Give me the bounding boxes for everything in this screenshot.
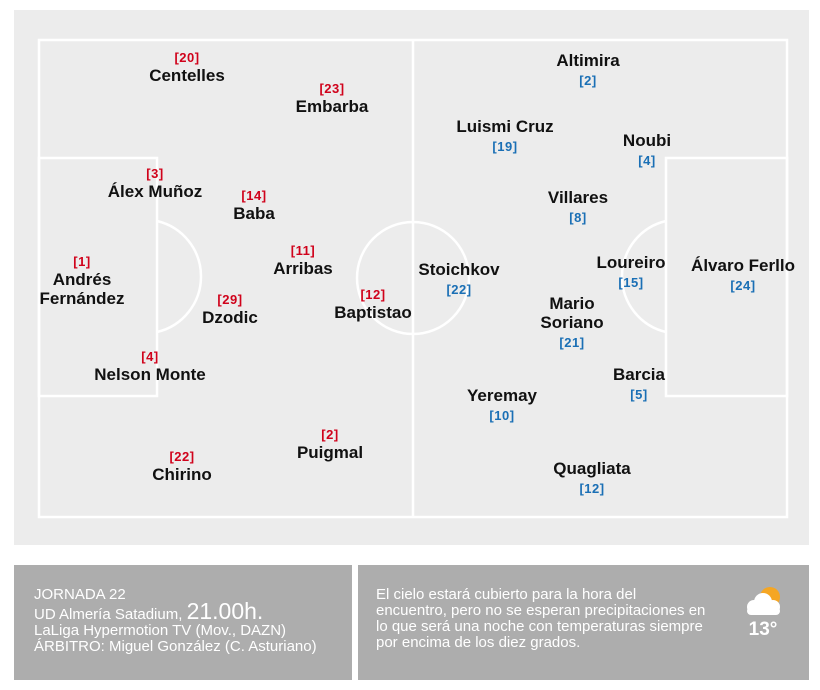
- home-player: [20] Centelles: [149, 50, 225, 85]
- referee-label: ÁRBITRO: Miguel González (C. Asturiano): [34, 638, 317, 655]
- away-player: Noubi [4]: [623, 131, 671, 168]
- player-name: Villares: [547, 188, 609, 207]
- player-name-line2: Fernández: [39, 289, 125, 308]
- pitch-lines: [37, 38, 789, 519]
- player-name: Altimira: [556, 51, 620, 70]
- away-player: Stoichkov [22]: [418, 260, 499, 297]
- home-player-goalkeeper: [1] Andrés Fernández: [39, 254, 124, 308]
- player-name: Álex Muñoz: [107, 182, 203, 201]
- football-pitch: [20] Centelles [23] Embarba [3] Álex Muñ…: [14, 10, 809, 545]
- home-player: [12] Baptistao: [334, 287, 411, 322]
- player-name: Dzodic: [202, 308, 258, 327]
- player-name: Nelson Monte: [94, 365, 206, 384]
- weather-panel: El cielo estará cubierto para la hora de…: [358, 565, 809, 680]
- player-number: [12]: [360, 287, 386, 302]
- player-number: [10]: [489, 408, 515, 423]
- home-player: [4] Nelson Monte: [94, 349, 205, 384]
- stadium-label: UD Almería Satadium,: [34, 606, 183, 623]
- home-player: [14] Baba: [233, 188, 275, 223]
- player-name: Loureiro: [596, 253, 666, 272]
- weather-widget: 13°: [736, 585, 790, 641]
- away-player: Villares [8]: [548, 188, 608, 225]
- player-name: Yeremay: [467, 386, 537, 405]
- player-name: Barcia: [613, 365, 665, 384]
- stadium-time-line: UD Almería Satadium, 21.00h.: [34, 600, 317, 623]
- player-number: [19]: [492, 139, 518, 154]
- player-name: Embarba: [295, 97, 369, 116]
- away-player: Yeremay [10]: [467, 386, 537, 423]
- player-name: Noubi: [622, 131, 672, 150]
- player-number: [2]: [579, 73, 597, 88]
- player-name: Andrés: [52, 270, 112, 289]
- player-number: [2]: [321, 427, 339, 442]
- partly-cloudy-icon: [747, 587, 780, 615]
- player-name: Luismi Cruz: [456, 117, 554, 136]
- player-number: [24]: [730, 278, 756, 293]
- player-number: [8]: [569, 210, 587, 225]
- away-player: Luismi Cruz [19]: [456, 117, 553, 154]
- player-number: [3]: [146, 166, 164, 181]
- away-player: Barcia [5]: [613, 365, 665, 402]
- player-name: Quagliata: [553, 459, 631, 478]
- player-number: [4]: [638, 153, 656, 168]
- away-player: Altimira [2]: [556, 51, 619, 88]
- away-player: Quagliata [12]: [553, 459, 630, 496]
- player-name: Centelles: [149, 66, 225, 85]
- player-number: [14]: [241, 188, 267, 203]
- home-player: [29] Dzodic: [202, 292, 258, 327]
- player-number: [4]: [141, 349, 159, 364]
- temperature-label: 13°: [748, 619, 778, 640]
- player-name: Chirino: [152, 465, 212, 484]
- away-player: Loureiro [15]: [597, 253, 666, 290]
- player-name: Mario: [549, 294, 595, 313]
- home-player: [22] Chirino: [152, 449, 212, 484]
- player-name: Stoichkov: [418, 260, 500, 279]
- player-number: [15]: [618, 275, 644, 290]
- tv-label: LaLiga Hypermotion TV (Mov., DAZN): [34, 622, 287, 639]
- kickoff-time: 21.00h.: [186, 598, 264, 624]
- player-name-line2: Soriano: [540, 313, 604, 332]
- player-number: [11]: [290, 243, 316, 258]
- player-name: Arribas: [273, 259, 333, 278]
- home-player: [23] Embarba: [296, 81, 369, 116]
- home-player: [11] Arribas: [273, 243, 333, 278]
- home-player: [3] Álex Muñoz: [108, 166, 202, 201]
- player-number: [29]: [217, 292, 243, 307]
- player-name: Baptistao: [334, 303, 412, 322]
- player-name: Álvaro Ferllo: [691, 256, 795, 275]
- player-number: [22]: [446, 282, 472, 297]
- player-number: [12]: [579, 481, 605, 496]
- home-player: [2] Puigmal: [297, 427, 363, 462]
- player-name: Baba: [233, 204, 275, 223]
- round-label: JORNADA 22: [34, 586, 126, 603]
- player-number: [23]: [319, 81, 345, 96]
- player-number: [5]: [630, 387, 648, 402]
- match-info-panel: JORNADA 22 UD Almería Satadium, 21.00h. …: [14, 565, 352, 680]
- player-number: [21]: [559, 335, 585, 350]
- away-player-goalkeeper: Álvaro Ferllo [24]: [691, 256, 795, 293]
- player-number: [1]: [73, 254, 91, 269]
- player-number: [22]: [169, 449, 195, 464]
- weather-forecast: El cielo estará cubierto para la hora de…: [376, 586, 706, 651]
- away-player: Mario Soriano [21]: [540, 294, 603, 350]
- player-number: [20]: [174, 50, 200, 65]
- player-name: Puigmal: [296, 443, 364, 462]
